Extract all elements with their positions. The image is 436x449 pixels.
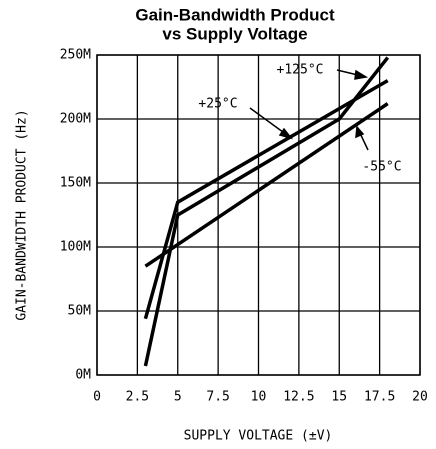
chart-title: Gain-Bandwidth Product — [135, 5, 335, 24]
arrows — [249, 69, 369, 151]
y-tick-label: 0M — [75, 368, 91, 383]
x-axis-label: SUPPLY VOLTAGE (±V) — [184, 429, 333, 444]
y-tick-label: 50M — [68, 304, 92, 319]
series-label: +25°C — [198, 97, 237, 112]
x-tick-label: 2.5 — [126, 390, 149, 405]
x-tick-label: 12.5 — [283, 390, 314, 405]
line — [144, 102, 389, 268]
line — [143, 56, 390, 367]
x-tick-label: 15 — [331, 390, 347, 405]
x-tick-label: 20 — [412, 390, 428, 405]
plot-frame — [96, 54, 421, 376]
y-tick-label: 200M — [60, 112, 91, 127]
x-tick-label: 0 — [93, 390, 101, 405]
chart-title: vs Supply Voltage — [162, 24, 307, 43]
y-axis-label: GAIN-BANDWIDTH PRODUCT (Hz) — [15, 109, 30, 320]
x-tick-label: 10 — [251, 390, 267, 405]
x-tick-label: 17.5 — [364, 390, 395, 405]
x-tick-label: 5 — [174, 390, 182, 405]
y-tick-label: 150M — [60, 176, 91, 191]
x-tick-label: 7.5 — [206, 390, 229, 405]
y-tick-label: 250M — [60, 48, 91, 63]
y-tick-label: 100M — [60, 240, 91, 255]
line — [143, 79, 389, 320]
series-label: +125°C — [277, 63, 324, 78]
series-label: -55°C — [362, 160, 401, 175]
